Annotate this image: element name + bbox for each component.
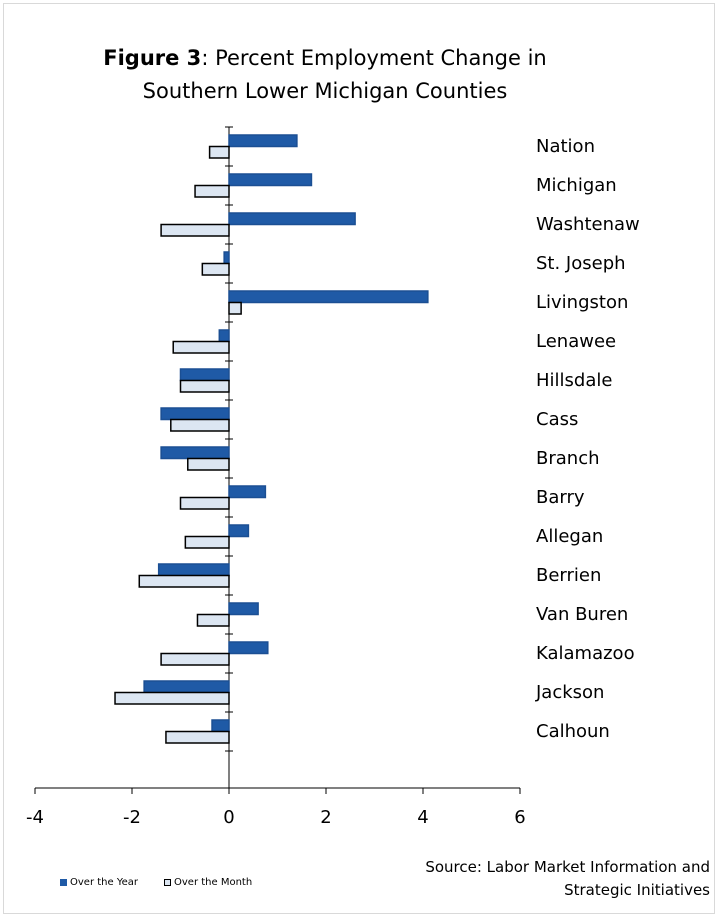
- bar-over-the-year: [143, 680, 230, 694]
- bar-over-the-year: [228, 290, 429, 304]
- bar-over-the-year: [223, 251, 230, 265]
- bar-over-the-month: [172, 340, 230, 354]
- bar-over-the-year: [228, 602, 259, 616]
- bar-over-the-month: [208, 145, 230, 159]
- source-line1: Source: Labor Market Information and: [425, 858, 710, 876]
- category-label: Kalamazoo: [536, 643, 635, 664]
- bar-over-the-month: [160, 223, 230, 237]
- category-label: Berrien: [536, 565, 601, 586]
- title-lead: Figure 3: [103, 46, 202, 70]
- chart-frame: [3, 3, 715, 914]
- bar-over-the-year: [160, 446, 230, 460]
- category-label: Barry: [536, 487, 585, 508]
- legend-item-month: Over the Month: [164, 877, 252, 888]
- legend-label-month: Over the Month: [174, 877, 253, 888]
- bar-over-the-month: [228, 301, 242, 315]
- legend-swatch-month: [164, 879, 171, 886]
- bar-over-the-month: [194, 184, 230, 198]
- title-rest: : Percent Employment Change in: [201, 46, 547, 70]
- bar-over-the-year: [218, 329, 230, 343]
- bar-over-the-year: [211, 719, 230, 733]
- value-axis-tick-label: 0: [223, 807, 234, 828]
- legend-label-year: Over the Year: [70, 877, 138, 888]
- category-label: Van Buren: [536, 604, 628, 625]
- bar-over-the-month: [196, 613, 230, 627]
- bar-over-the-year: [228, 641, 269, 655]
- value-axis-tick-label: -4: [26, 807, 44, 828]
- bar-over-the-year: [179, 368, 230, 382]
- bar-over-the-month: [179, 496, 230, 510]
- bar-over-the-month: [114, 691, 230, 705]
- bar-over-the-month: [187, 457, 230, 471]
- bar-over-the-year: [228, 212, 356, 226]
- category-label: Washtenaw: [536, 214, 640, 235]
- legend-item-year: Over the Year: [60, 877, 138, 888]
- bar-over-the-year: [157, 563, 230, 577]
- bar-over-the-month: [165, 730, 230, 744]
- value-axis-tick-label: 6: [514, 807, 525, 828]
- title-line2: Southern Lower Michigan Counties: [142, 79, 508, 103]
- value-axis-tick-label: 2: [320, 807, 331, 828]
- value-axis-tick-label: 4: [417, 807, 428, 828]
- category-label: Allegan: [536, 526, 603, 547]
- source-note: Source: Labor Market Information and Str…: [350, 856, 710, 902]
- category-label: St. Joseph: [536, 253, 626, 274]
- bar-over-the-year: [228, 173, 313, 187]
- bar-over-the-month: [138, 574, 230, 588]
- bar-over-the-month: [184, 535, 230, 549]
- bar-over-the-year: [228, 524, 250, 538]
- chart-legend: Over the Year Over the Month: [60, 877, 278, 888]
- category-label: Branch: [536, 448, 600, 469]
- category-label: Michigan: [536, 175, 617, 196]
- value-axis-tick-label: -2: [123, 807, 141, 828]
- bar-over-the-month: [160, 652, 230, 666]
- legend-swatch-year: [60, 879, 67, 886]
- bar-over-the-month: [170, 418, 230, 432]
- category-label: Hillsdale: [536, 370, 612, 391]
- chart-title: Figure 3: Percent Employment Change in S…: [60, 42, 590, 108]
- bar-over-the-year: [160, 407, 230, 421]
- category-label: Calhoun: [536, 721, 610, 742]
- bar-over-the-year: [228, 485, 267, 499]
- bar-over-the-year: [228, 134, 298, 148]
- category-label: Livingston: [536, 292, 628, 313]
- source-line2: Strategic Initiatives: [564, 881, 710, 899]
- category-label: Nation: [536, 136, 595, 157]
- category-label: Lenawee: [536, 331, 616, 352]
- bar-over-the-month: [179, 379, 230, 393]
- category-label: Cass: [536, 409, 578, 430]
- category-label: Jackson: [535, 682, 604, 703]
- bar-over-the-month: [201, 262, 230, 276]
